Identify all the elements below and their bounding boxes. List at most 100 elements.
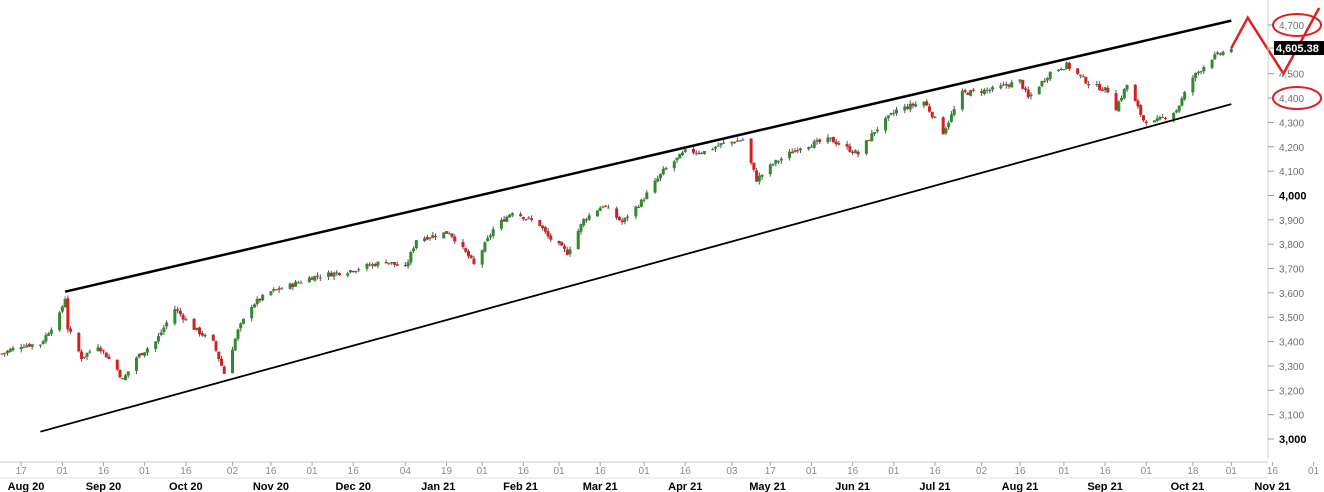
candle-down bbox=[274, 289, 278, 291]
candle-up bbox=[1122, 89, 1126, 99]
candle-up bbox=[1216, 52, 1220, 54]
candle-down bbox=[1067, 62, 1071, 69]
y-tick-label: 3,400 bbox=[1279, 338, 1304, 349]
candle-up bbox=[387, 262, 391, 264]
candle-down bbox=[851, 151, 855, 154]
candle-up bbox=[601, 206, 605, 208]
candle-down bbox=[626, 216, 630, 218]
x-tick-label: 01 bbox=[1308, 466, 1320, 477]
candle-down bbox=[1059, 68, 1063, 70]
candle-up bbox=[233, 338, 237, 351]
candle-down bbox=[102, 350, 106, 352]
candle-up bbox=[653, 180, 657, 193]
candle-down bbox=[472, 258, 476, 264]
candle-up bbox=[332, 272, 336, 277]
candle-up bbox=[982, 89, 986, 95]
candle-down bbox=[0, 353, 4, 355]
candle-up bbox=[488, 235, 492, 238]
candle-up bbox=[875, 129, 879, 132]
candle-down bbox=[104, 352, 108, 358]
candle-down bbox=[121, 378, 125, 380]
candle-down bbox=[1081, 76, 1085, 78]
candle-down bbox=[217, 351, 221, 359]
candle-up bbox=[895, 109, 899, 114]
candle-down bbox=[469, 255, 473, 259]
candle-up bbox=[524, 218, 528, 220]
x-tick-label: 01 bbox=[806, 466, 818, 477]
x-tick-label: 17 bbox=[765, 466, 777, 477]
candle-up bbox=[952, 109, 956, 116]
y-tick-label: 3,800 bbox=[1279, 240, 1304, 251]
candle-down bbox=[115, 360, 119, 370]
candle-down bbox=[615, 208, 619, 218]
candle-up bbox=[1161, 117, 1165, 119]
candle-up bbox=[354, 270, 358, 273]
x-tick-label: 16 bbox=[348, 466, 360, 477]
x-tick-label: 16 bbox=[1267, 466, 1279, 477]
candle-down bbox=[466, 251, 470, 257]
candle-up bbox=[884, 118, 888, 131]
candle-down bbox=[1100, 89, 1104, 91]
candle-down bbox=[697, 152, 701, 154]
candle-up bbox=[280, 288, 284, 290]
candle-up bbox=[250, 307, 254, 319]
candle-up bbox=[606, 207, 610, 209]
candle-up bbox=[991, 87, 995, 90]
candle-down bbox=[1021, 80, 1025, 89]
candle-up bbox=[510, 213, 514, 216]
x-month-label: Nov 21 bbox=[1254, 481, 1290, 492]
candle-up bbox=[1065, 62, 1069, 69]
x-tick-label: 17 bbox=[16, 466, 28, 477]
candle-up bbox=[711, 149, 715, 151]
y-tick-label: 3,100 bbox=[1279, 411, 1304, 422]
x-month-label: Mar 21 bbox=[583, 481, 618, 492]
candle-up bbox=[30, 344, 34, 347]
candle-down bbox=[118, 369, 122, 378]
candle-up bbox=[47, 333, 51, 336]
candle-up bbox=[428, 237, 432, 239]
candle-up bbox=[675, 157, 679, 161]
candle-down bbox=[848, 145, 852, 152]
candle-up bbox=[1202, 67, 1206, 72]
projection-line bbox=[1230, 7, 1321, 77]
candle-up bbox=[595, 210, 599, 217]
candle-down bbox=[1026, 89, 1030, 98]
candle-down bbox=[1218, 53, 1222, 55]
candle-down bbox=[941, 117, 945, 135]
candle-up bbox=[661, 168, 665, 175]
candle-up bbox=[1062, 69, 1066, 71]
x-month-label: Jul 21 bbox=[919, 481, 950, 492]
candle-up bbox=[357, 269, 361, 271]
candle-up bbox=[1191, 77, 1195, 93]
candle-up bbox=[1174, 110, 1178, 113]
candle-up bbox=[768, 164, 772, 174]
candle-up bbox=[335, 272, 339, 274]
y-tick-label: 4,700 bbox=[1279, 21, 1304, 32]
x-tick-label: 01 bbox=[1058, 466, 1070, 477]
candle-up bbox=[788, 151, 792, 158]
candle-down bbox=[368, 264, 372, 266]
y-tick-label: 4,300 bbox=[1279, 118, 1304, 129]
x-tick-label: 03 bbox=[726, 466, 738, 477]
candle-up bbox=[230, 349, 234, 374]
candle-down bbox=[1139, 105, 1143, 115]
candle-up bbox=[634, 206, 638, 217]
candle-down bbox=[277, 288, 281, 290]
x-month-label: May 21 bbox=[749, 481, 786, 492]
candle-up bbox=[587, 215, 591, 220]
candle-down bbox=[911, 103, 915, 106]
candle-up bbox=[11, 347, 15, 351]
candle-up bbox=[376, 261, 380, 266]
candle-up bbox=[922, 101, 926, 106]
candle-up bbox=[1172, 113, 1176, 120]
candle-up bbox=[779, 158, 783, 161]
candle-up bbox=[678, 153, 682, 159]
candle-down bbox=[329, 272, 333, 277]
candle-up bbox=[346, 273, 350, 276]
candle-down bbox=[66, 298, 70, 330]
candle-up bbox=[645, 192, 649, 200]
candle-series bbox=[0, 46, 1233, 381]
x-tick-label: 01 bbox=[639, 466, 651, 477]
x-tick-label: 16 bbox=[1100, 466, 1112, 477]
